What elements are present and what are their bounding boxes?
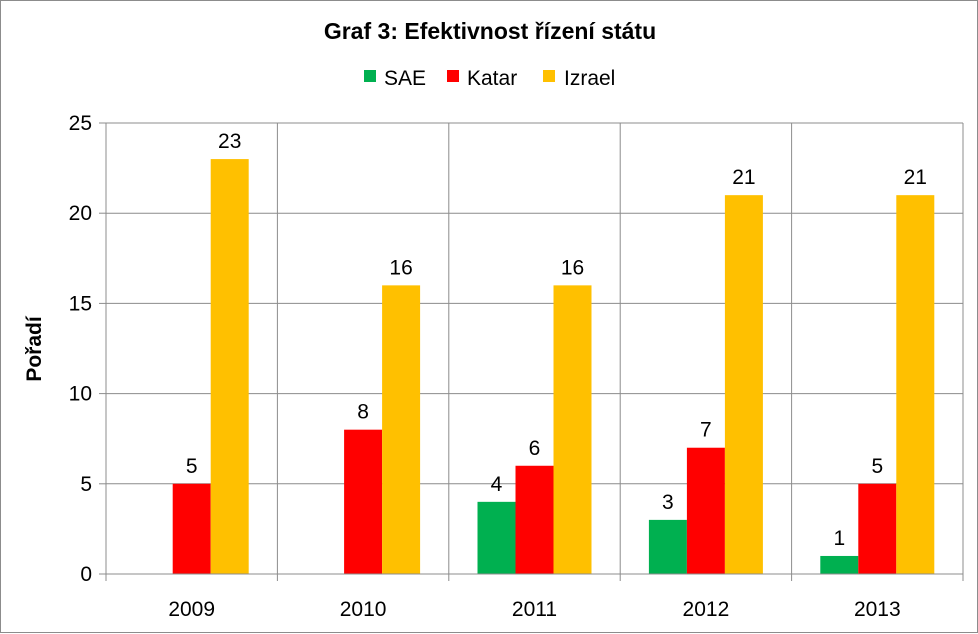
data-label: 4: [491, 473, 503, 496]
chart-title: Graf 3: Efektivnost řízení státu: [324, 18, 656, 44]
data-label: 16: [389, 256, 412, 279]
bar-katar-2013: [858, 483, 897, 574]
data-label: 1: [833, 527, 845, 550]
legend-label-katar: Katar: [467, 67, 517, 90]
y-tick-label: 0: [80, 563, 92, 586]
legend-label-izrael: Izrael: [564, 67, 615, 90]
bars-layer: [172, 159, 935, 574]
bar-katar-2011: [515, 465, 554, 574]
y-tick-label: 10: [69, 383, 92, 406]
data-label: 21: [732, 166, 755, 189]
y-tick-label: 25: [69, 112, 92, 135]
y-tick-label: 20: [69, 202, 92, 225]
bar-izrael-2012: [724, 195, 763, 574]
y-tick-label: 5: [80, 473, 92, 496]
data-label: 5: [186, 455, 198, 478]
bar-katar-2012: [686, 447, 725, 574]
data-label: 21: [904, 166, 927, 189]
legend-swatch-sae: [364, 70, 376, 82]
data-label: 16: [561, 256, 584, 279]
x-tick-label: 2010: [340, 598, 387, 621]
bar-sae-2012: [648, 519, 687, 574]
x-tick-label: 2013: [854, 598, 901, 621]
data-labels-layer: 4 3 1 5 8 6 7 5 23 16 16 21 21: [186, 130, 927, 550]
grid-layer: [105, 122, 964, 581]
x-tick-label: 2012: [683, 598, 730, 621]
data-label: 7: [700, 419, 712, 442]
legend-swatch-katar: [447, 70, 459, 82]
legend-swatch-izrael: [543, 70, 555, 82]
data-label: 3: [662, 491, 674, 514]
data-label: 5: [871, 455, 883, 478]
data-label: 8: [357, 401, 369, 424]
bar-izrael-2013: [896, 195, 935, 574]
data-label: 23: [218, 130, 241, 153]
bar-izrael-2009: [210, 159, 249, 574]
bar-sae-2011: [477, 501, 516, 574]
y-tick-label: 15: [69, 292, 92, 315]
bar-katar-2009: [172, 483, 211, 574]
y-axis-label: Pořadí: [23, 315, 46, 382]
legend-label-sae: SAE: [384, 67, 426, 90]
data-label: 6: [529, 437, 541, 460]
legend: SAE Katar Izrael: [364, 67, 615, 90]
x-tick-label: 2011: [512, 598, 557, 621]
bar-katar-2010: [344, 429, 383, 574]
bar-izrael-2010: [382, 285, 421, 574]
bar-sae-2013: [820, 555, 859, 574]
bar-izrael-2011: [553, 285, 592, 574]
x-tick-label: 2009: [168, 598, 215, 621]
